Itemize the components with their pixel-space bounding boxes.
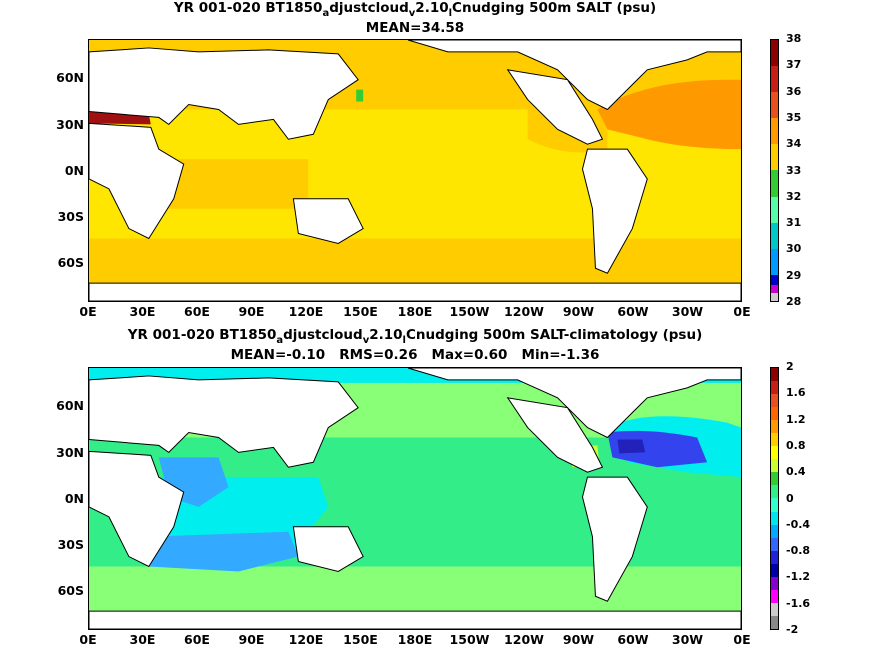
panel2-colorbar-tick: -0.8	[786, 544, 811, 558]
panel1-colorbar-tick: 37	[786, 58, 802, 72]
panel1-colorbar-tick: 35	[786, 110, 802, 124]
panel1-south-america	[581, 148, 648, 274]
panel1-north-america-top	[407, 40, 741, 111]
panel2-colorbar-tick: 0.4	[786, 465, 806, 479]
panel1-xtick: 150E	[343, 304, 378, 319]
panel2-south-america	[581, 476, 648, 602]
panel1-colorbar-tick: 31	[786, 216, 802, 230]
panel1-antarctica	[89, 282, 741, 301]
panel1-title: YR 001-020 BT1850adjustcloudv2.10lCnudgi…	[173, 0, 657, 19]
panel2-xtick: 30W	[671, 632, 704, 647]
panel2-ytick-60n: 60N	[56, 398, 84, 413]
panel1-ytick-60s: 60S	[57, 255, 84, 270]
panel2-ytick-30s: 30S	[57, 537, 84, 552]
panel2-xtick: 0E	[733, 632, 751, 647]
panel2-colorbar-tick: -1.6	[786, 596, 811, 610]
panel2-title: YR 001-020 BT1850adjustcloudv2.10lCnudgi…	[127, 327, 703, 346]
panel1-colorbar-tick: 30	[786, 242, 802, 256]
panel1-colorbar-tick: 32	[786, 189, 802, 203]
panel2-xtick: 60E	[184, 632, 210, 647]
panel2-colorbar-tick: 1.6	[786, 386, 806, 400]
panel1-xtick: 90W	[562, 304, 595, 319]
panel1-eurasia	[89, 47, 359, 140]
panel1-xtick: 120W	[504, 304, 544, 319]
panel1-ytick-30n: 30N	[56, 117, 84, 132]
panel2-gulfstream-core	[617, 439, 646, 454]
panel2-xtick: 30E	[129, 632, 156, 647]
panel1-map-svg	[89, 40, 741, 301]
panel1-subtitle: MEAN=34.58	[365, 20, 465, 36]
panel2-colorbar-tick: -0.4	[786, 517, 811, 531]
panel1-xtick: 150W	[449, 304, 490, 319]
panel1-colorbar	[770, 39, 779, 302]
panel2-south-indian-fresh	[148, 531, 299, 572]
panel2-xtick: 150E	[343, 632, 378, 647]
panel1-xtick: 180E	[397, 304, 433, 319]
panel2-ytick-30n: 30N	[56, 445, 84, 460]
panel1-colorbar-tick: 36	[786, 84, 802, 98]
panel1-xtick: 90E	[238, 304, 265, 319]
panel2-xtick: 0E	[79, 632, 97, 647]
panel1-fresh-patch	[356, 89, 364, 102]
panel2-land	[89, 368, 741, 629]
panel2-xtick: 90E	[238, 632, 265, 647]
panel1-ytick-30s: 30S	[57, 209, 84, 224]
panel2-ytick-0n: 0N	[64, 491, 84, 506]
panel1-ytick-0n: 0N	[64, 163, 84, 178]
panel1-ytick-60n: 60N	[56, 70, 84, 85]
panel2-africa	[89, 450, 185, 568]
panel1-xtick: 120E	[288, 304, 324, 319]
panel2-colorbar-tick: -2	[786, 623, 799, 636]
panel2-subtitle: MEAN=-0.10 RMS=0.26 Max=0.60 Min=-1.36	[230, 347, 600, 363]
panel2-xtick: 120E	[288, 632, 324, 647]
panel1-australia	[292, 198, 364, 244]
panel2-colorbar-tick: 0.8	[786, 438, 806, 452]
panel1-xtick: 30W	[671, 304, 704, 319]
panel2-xtick: 90W	[562, 632, 595, 647]
panel1-colorbar-tick: 28	[786, 295, 802, 308]
panel2-xtick: 120W	[504, 632, 544, 647]
panel2-antarctica	[89, 610, 741, 629]
panel1-xtick: 60W	[617, 304, 649, 319]
panel2-xtick: 180E	[397, 632, 433, 647]
panel2-eurasia	[89, 375, 359, 468]
panel2-colorbar-tick: 2	[786, 360, 794, 373]
panel2-colorbar	[770, 367, 779, 630]
panel2-map	[88, 367, 742, 630]
panel2-map-svg	[89, 368, 741, 629]
panel1-africa	[89, 122, 185, 240]
panel2-colorbar-tick: -1.2	[786, 570, 811, 584]
panel1-xtick: 0E	[733, 304, 751, 319]
panel2-north-america	[506, 397, 604, 473]
panel1-atlantic-high	[597, 79, 741, 150]
panel1-colorbar-tick: 29	[786, 268, 802, 282]
panel2-xtick: 150W	[449, 632, 490, 647]
panel1-colorbar-tick: 33	[786, 163, 802, 177]
panel1-map	[88, 39, 742, 302]
panel2-colorbar-tick: 0	[786, 491, 794, 505]
panel1-xtick: 60E	[184, 304, 210, 319]
panel2-xtick: 60W	[617, 632, 649, 647]
panel1-xtick: 30E	[129, 304, 156, 319]
panel1-colorbar-tick: 38	[786, 32, 802, 45]
panel1-colorbar-tick: 34	[786, 137, 802, 151]
panel2-north-america-top	[407, 368, 741, 439]
panel2-australia	[292, 526, 364, 572]
panel1-indian-band	[148, 159, 309, 209]
panel1-north-america	[506, 69, 604, 145]
panel1-xtick: 0E	[79, 304, 97, 319]
panel2-ytick-60s: 60S	[57, 583, 84, 598]
panel1-land	[89, 40, 741, 301]
panel2-colorbar-tick: 1.2	[786, 412, 806, 426]
